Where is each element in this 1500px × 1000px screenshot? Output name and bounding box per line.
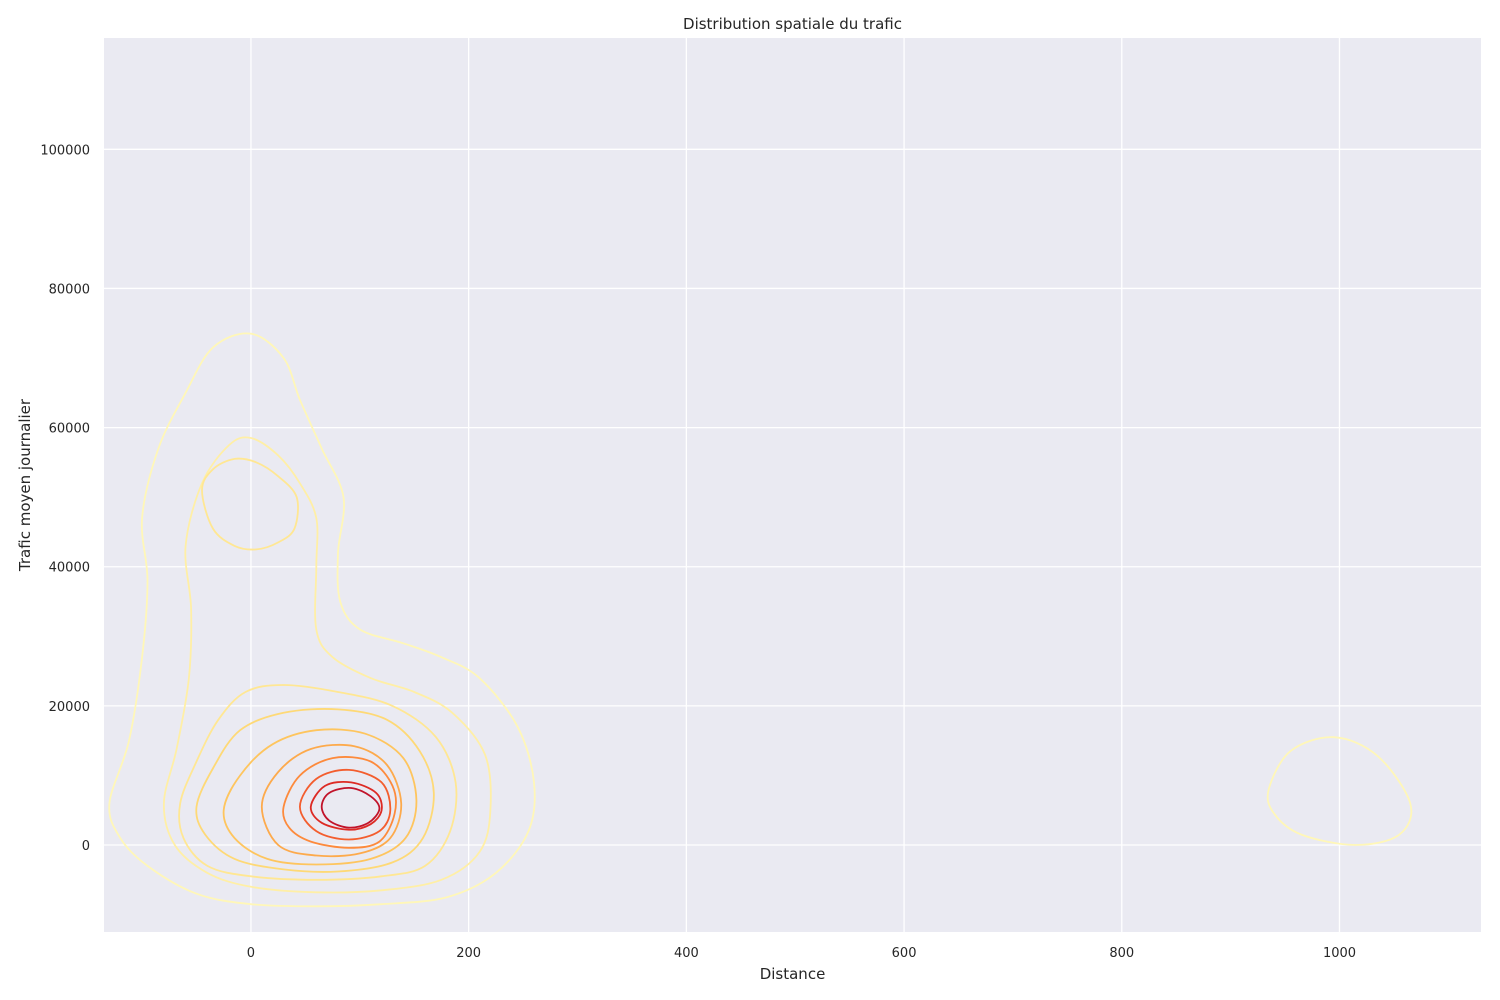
x-tick-label: 1000	[1323, 946, 1356, 961]
y-axis-ticks: 0 20000 40000 60000 80000 100000	[40, 143, 90, 854]
contour-line-level-10	[320, 787, 381, 829]
grid	[104, 38, 1481, 932]
contour-line-level-9	[309, 781, 383, 831]
contour-line-level-3	[201, 457, 299, 551]
x-axis-ticks: 0 200 400 600 800 1000	[247, 946, 1356, 961]
contour-line-level-3	[178, 684, 458, 881]
contour-line-level-6	[260, 743, 403, 858]
y-tick-label: 80000	[49, 282, 90, 297]
x-tick-label: 200	[456, 946, 481, 961]
chart-title: Distribution spatiale du trafic	[683, 15, 902, 33]
y-tick-label: 100000	[40, 143, 90, 158]
contour-line-level-1	[1266, 736, 1413, 846]
plot-background	[104, 38, 1481, 932]
contour-layer	[108, 332, 1413, 908]
y-tick-label: 20000	[49, 700, 90, 715]
contour-line-level-1	[108, 332, 536, 908]
y-tick-label: 60000	[49, 422, 90, 437]
contour-line-level-4	[195, 708, 435, 873]
x-tick-label: 800	[1109, 946, 1134, 961]
contour-line-level-8	[298, 768, 392, 841]
x-tick-label: 600	[892, 946, 917, 961]
x-tick-label: 0	[247, 946, 255, 961]
contour-line-level-5	[222, 728, 418, 866]
y-axis-label: Trafic moyen journalier	[16, 398, 34, 572]
x-axis-label: Distance	[760, 965, 826, 983]
y-tick-label: 0	[82, 839, 90, 854]
contour-line-level-2	[162, 436, 492, 894]
y-tick-label: 40000	[49, 561, 90, 576]
contour-line-level-7	[282, 756, 397, 849]
x-tick-label: 400	[674, 946, 699, 961]
